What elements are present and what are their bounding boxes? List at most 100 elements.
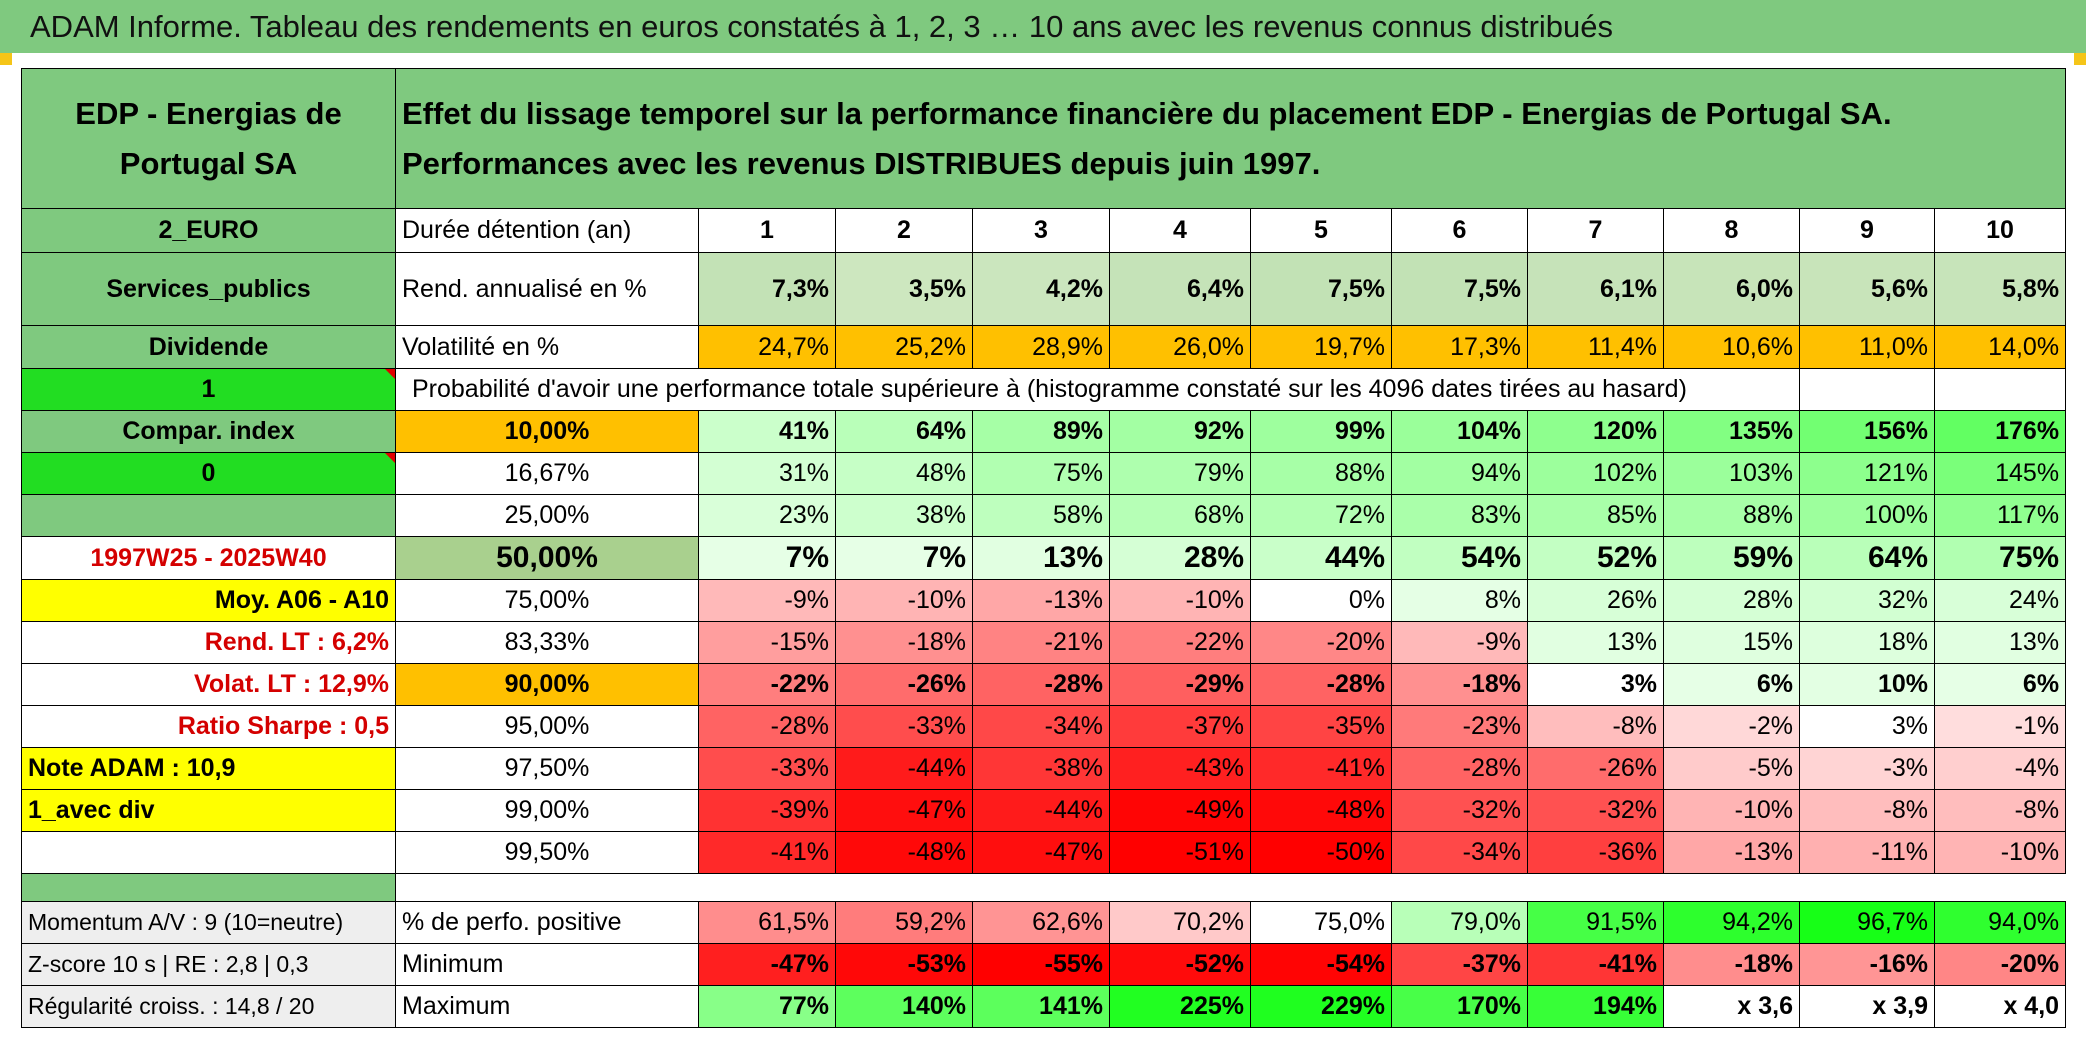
volatility-value: 11,0% <box>1799 325 1935 369</box>
volatility-value: 11,4% <box>1527 325 1664 369</box>
minimum-row: Z-score 10 s | RE : 2,8 | 0,3 Minimum -47%… <box>21 943 2067 986</box>
positive-value: 61,5% <box>698 901 836 944</box>
volatility-label: Volatilité en % <box>395 325 699 369</box>
duration-row: 2_EURO Durée détention (an) 1 2 3 4 5 6 7 8 9 10 <box>21 208 2067 253</box>
percentile-value: 26% <box>1527 579 1664 622</box>
percentile-value: -10% <box>1663 789 1800 832</box>
percentile-value: -32% <box>1527 789 1664 832</box>
percentile-value: -37% <box>1109 705 1251 748</box>
percentile-value: 7% <box>698 536 836 580</box>
percentile-value: 102% <box>1527 452 1664 495</box>
percentile-row: Note ADAM : 10,9 97,50% -33% -44% -38% -43% -4… <box>21 747 2067 790</box>
momentum-label: Momentum A/V : 9 (10=neutre) <box>21 901 396 944</box>
empty-cell <box>21 873 396 902</box>
percentile-row: Volat. LT : 12,9% 90,00% -22% -26% -28% -29% -… <box>21 663 2067 706</box>
percentile-value: 8% <box>1391 579 1528 622</box>
minimum-label: Minimum <box>395 943 699 986</box>
percentile-label: 75,00% <box>395 579 699 622</box>
flag-one: 1 <box>21 368 396 411</box>
percentile-value: 94% <box>1391 452 1528 495</box>
percentile-label: 25,00% <box>395 494 699 537</box>
percentile-value: 6% <box>1933 663 2067 706</box>
percentile-row: 99,50% -41% -48% -47% -51% -50% -34% -36% -13% -1… <box>21 831 2067 874</box>
flag-zero: 0 <box>21 452 396 495</box>
percentile-value: 176% <box>1933 410 2067 453</box>
currency-code: 2_EURO <box>21 208 396 253</box>
positive-value: 59,2% <box>835 901 973 944</box>
volatility-value: 25,2% <box>835 325 973 369</box>
percentile-value: -10% <box>1109 579 1251 622</box>
percentile-value: -4% <box>1933 747 2067 790</box>
percentile-value: -26% <box>835 663 973 706</box>
maximum-value: 229% <box>1250 985 1392 1028</box>
percentile-value: 83% <box>1391 494 1528 537</box>
empty-cell <box>21 831 396 874</box>
average-label: Moy. A06 - A10 <box>21 579 396 622</box>
percentile-value: -35% <box>1250 705 1392 748</box>
percentile-value: 88% <box>1250 452 1392 495</box>
percentile-value: -21% <box>972 621 1110 664</box>
maximum-value: 194% <box>1527 985 1664 1028</box>
percentile-value: 6% <box>1663 663 1800 706</box>
percentile-value: -33% <box>698 747 836 790</box>
spacer-row <box>21 873 2066 902</box>
year-header: 2 <box>835 208 973 253</box>
percentile-value: -3% <box>1799 747 1935 790</box>
percentile-value: -41% <box>1250 747 1392 790</box>
percentile-label: 99,00% <box>395 789 699 832</box>
empty-cell <box>1799 368 1935 411</box>
percentile-value: 58% <box>972 494 1110 537</box>
percentile-value: -39% <box>698 789 836 832</box>
volatility-value: 14,0% <box>1933 325 2067 369</box>
percentile-value: 54% <box>1391 536 1528 580</box>
percentile-value: 13% <box>1933 621 2067 664</box>
return-value: 3,5% <box>835 252 973 326</box>
percentile-value: -18% <box>835 621 973 664</box>
percentile-value: 103% <box>1663 452 1800 495</box>
minimum-value: -18% <box>1663 943 1800 986</box>
adam-score: Note ADAM : 10,9 <box>21 747 396 790</box>
percentile-value: -10% <box>835 579 973 622</box>
percentile-label: 10,00% <box>395 410 699 453</box>
year-header: 8 <box>1663 208 1800 253</box>
percentile-value: -15% <box>698 621 836 664</box>
return-value: 5,8% <box>1933 252 2067 326</box>
percentile-value: 117% <box>1933 494 2067 537</box>
percentile-row: 25,00% 23% 38% 58% 68% 72% 83% 85% 88% 100% 117% <box>21 494 2067 537</box>
long-term-return: Rend. LT : 6,2% <box>21 621 396 664</box>
percentile-label: 90,00% <box>395 663 699 706</box>
empty-cell <box>1933 368 2067 411</box>
minimum-value: -47% <box>698 943 836 986</box>
percentile-value: 92% <box>1109 410 1251 453</box>
sharpe-ratio: Ratio Sharpe : 0,5 <box>21 705 396 748</box>
probability-caption: Probabilité d'avoir une performance tota… <box>395 368 1800 411</box>
percentile-value: -8% <box>1799 789 1935 832</box>
minimum-value: -53% <box>835 943 973 986</box>
percentile-value: -38% <box>972 747 1110 790</box>
year-header: 5 <box>1250 208 1392 253</box>
percentile-value: -9% <box>698 579 836 622</box>
percentile-value: -34% <box>1391 831 1528 874</box>
percentile-value: -28% <box>698 705 836 748</box>
percentile-label: 99,50% <box>395 831 699 874</box>
duration-label: Durée détention (an) <box>395 208 699 253</box>
percentile-value: 32% <box>1799 579 1935 622</box>
year-header: 6 <box>1391 208 1528 253</box>
empty-cell <box>396 874 2066 902</box>
return-label: Rend. annualisé en % <box>395 252 699 326</box>
percentile-value: -28% <box>1250 663 1392 706</box>
percentile-value: -26% <box>1527 747 1664 790</box>
long-term-volatility: Volat. LT : 12,9% <box>21 663 396 706</box>
percentile-value: -5% <box>1663 747 1800 790</box>
percentile-value: 64% <box>835 410 973 453</box>
percentile-value: -8% <box>1527 705 1664 748</box>
percentile-label: 50,00% <box>395 536 699 580</box>
year-header: 3 <box>972 208 1110 253</box>
year-header: 7 <box>1527 208 1664 253</box>
percentile-value: 38% <box>835 494 973 537</box>
percentile-value: -28% <box>972 663 1110 706</box>
percentile-label: 95,00% <box>395 705 699 748</box>
percentile-value: -47% <box>972 831 1110 874</box>
percentile-value: -28% <box>1391 747 1528 790</box>
percentile-value: -44% <box>835 747 973 790</box>
